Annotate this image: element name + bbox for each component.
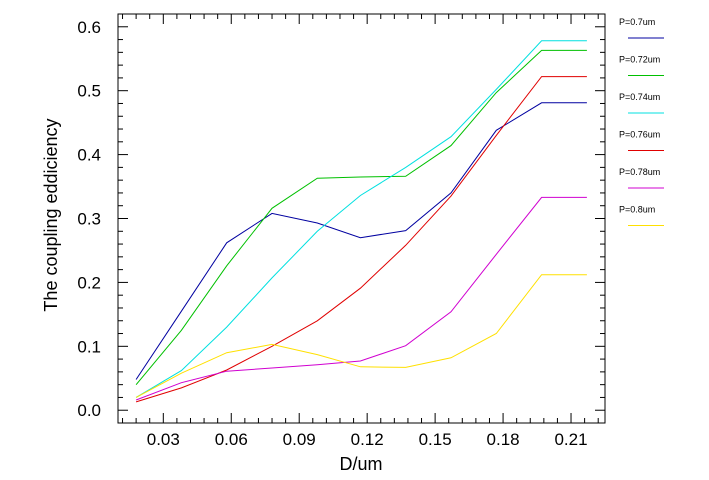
legend-label: P=0.7um (619, 17, 655, 27)
series-line (135, 274, 587, 398)
x-tick-labels: 0.03 0.06 0.09 0.12 0.15 0.18 0.21 (147, 430, 588, 449)
legend-label: P=0.8um (619, 205, 655, 215)
x-tick-label: 0.03 (147, 430, 180, 449)
x-tick-label: 0.21 (554, 430, 587, 449)
legend-label: P=0.76um (619, 130, 660, 140)
y-tick-label: 0.1 (77, 337, 101, 356)
legend-label: P=0.78um (619, 167, 660, 177)
legend-label: P=0.74um (619, 92, 660, 102)
y-axis-label: The coupling eddiciency (41, 118, 61, 311)
y-tick-label: 0.5 (77, 82, 101, 101)
y-tick-label: 0.4 (77, 146, 101, 165)
y-tick-label: 0.2 (77, 273, 101, 292)
legend: P=0.7um P=0.72um P=0.74um P=0.76um P=0.78um P… (619, 17, 664, 226)
series-line (135, 40, 587, 398)
series-line (135, 49, 587, 386)
legend-label: P=0.72um (619, 55, 660, 65)
series-lines (135, 40, 587, 403)
series-line (135, 196, 587, 401)
x-tick-label: 0.18 (487, 430, 520, 449)
x-axis-label: D/um (339, 454, 382, 474)
series-line (135, 76, 587, 403)
y-tick-labels: 0.0 0.1 0.2 0.3 0.4 0.5 0.6 (77, 18, 101, 420)
x-tick-label: 0.09 (283, 430, 316, 449)
axis-ticks (118, 13, 605, 423)
x-tick-label: 0.15 (419, 430, 452, 449)
y-tick-label: 0.0 (77, 401, 101, 420)
y-tick-label: 0.3 (77, 210, 101, 229)
series-line (135, 102, 587, 380)
y-tick-label: 0.6 (77, 18, 101, 37)
x-tick-label: 0.06 (215, 430, 248, 449)
x-tick-label: 0.12 (351, 430, 384, 449)
